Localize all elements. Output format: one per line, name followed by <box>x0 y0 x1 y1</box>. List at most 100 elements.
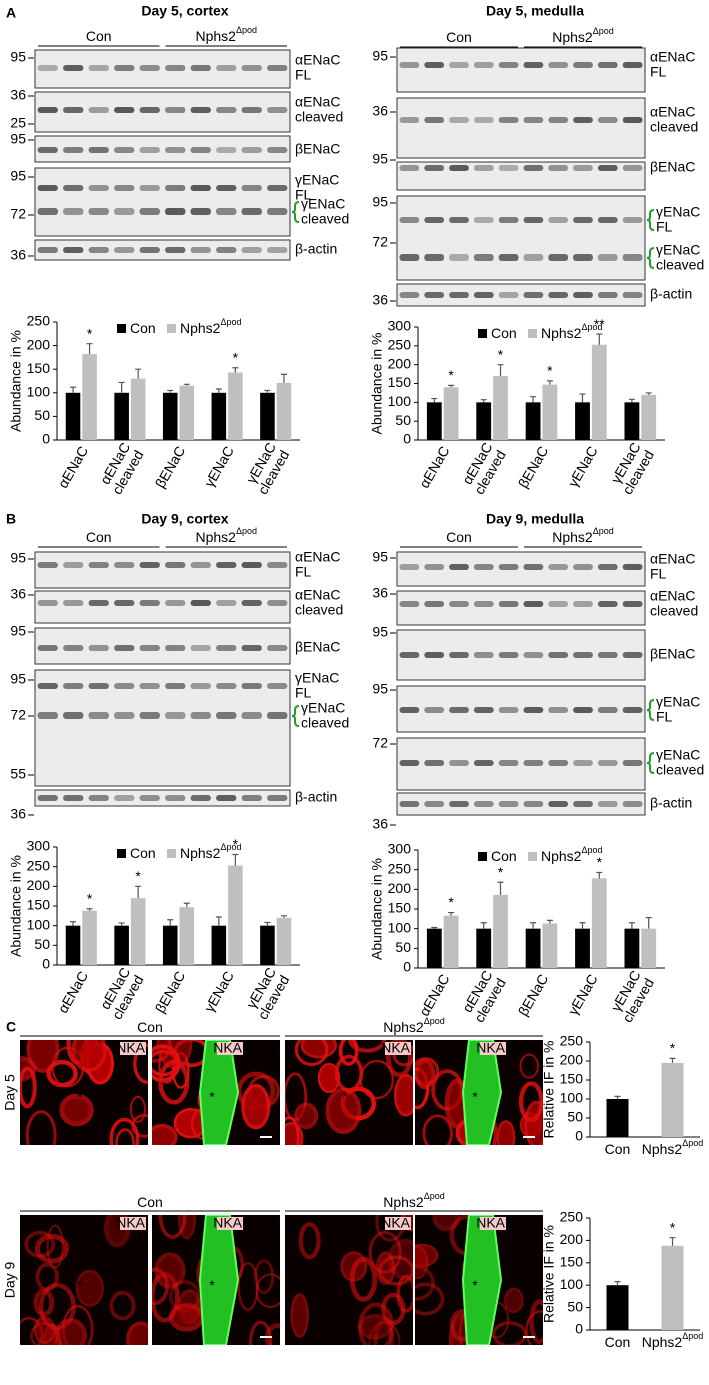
name-superscript: Δpod <box>682 1138 703 1148</box>
error-bar <box>448 384 455 388</box>
y-tick-label: 150 <box>27 897 51 913</box>
protein-label: β-actin <box>295 789 337 805</box>
mw-marker: 72 <box>10 707 26 723</box>
bar <box>211 925 227 965</box>
blot-band <box>573 601 593 607</box>
protein-label: γENaC FL <box>295 171 339 202</box>
bar <box>641 928 657 968</box>
protein-label: β-actin <box>650 286 692 302</box>
blot-band <box>424 652 445 658</box>
blot-band <box>548 165 569 171</box>
y-tick-label: 150 <box>560 1071 584 1087</box>
blot-band <box>597 292 618 298</box>
mw-marker: 36 <box>10 247 26 263</box>
blot-band <box>88 107 109 113</box>
stain-tag: NKA <box>213 1040 242 1056</box>
blot-strip <box>34 551 291 589</box>
blot-band <box>449 217 469 223</box>
x-tick-label: αENaC <box>55 968 92 1015</box>
error-bar <box>118 381 125 393</box>
asterisk: * <box>342 1277 348 1293</box>
brace <box>646 699 655 721</box>
y-axis-label: Abundance in % <box>369 858 385 960</box>
tubule <box>26 1040 60 1073</box>
x-tick-label: γENaCcleaved <box>605 440 656 497</box>
tubule <box>54 1318 87 1345</box>
blot-band <box>424 292 445 298</box>
blot-band <box>399 601 420 607</box>
blot-band <box>548 801 569 807</box>
x-tick-label: αENaCcleaved <box>457 440 508 497</box>
bar <box>591 344 607 440</box>
error-bar <box>264 921 271 926</box>
blot-band <box>190 712 211 719</box>
x-tick-label: βENaC <box>515 443 552 490</box>
error-bar <box>70 386 77 393</box>
legend-swatch <box>528 329 537 338</box>
blot-band <box>139 107 160 113</box>
x-tick-label: γENaC <box>201 443 237 489</box>
bar <box>542 384 558 440</box>
tubule <box>396 1274 413 1313</box>
series-name: Con <box>446 29 472 45</box>
blot-band <box>573 652 593 658</box>
blot-band <box>548 292 569 298</box>
tubule <box>152 1049 180 1077</box>
blot-band <box>37 795 58 801</box>
y-tick-label: 250 <box>388 337 412 353</box>
aqp2-tubule <box>198 1215 240 1345</box>
panel-label: C <box>6 1019 16 1035</box>
tag-bg <box>217 1042 243 1055</box>
tubule <box>415 1243 439 1268</box>
bar <box>211 392 227 440</box>
blot-band <box>63 795 84 801</box>
blot-band <box>241 795 262 801</box>
blot-strip <box>396 195 646 281</box>
blot-band <box>399 652 420 658</box>
name-text: Con <box>130 845 156 861</box>
protein-label: αENaC cleaved <box>650 103 698 134</box>
blot-band <box>114 562 135 568</box>
blot-band <box>473 601 494 607</box>
blot-band <box>523 62 544 68</box>
blot-band <box>241 185 262 191</box>
blot-band <box>139 562 160 568</box>
bar <box>82 910 97 965</box>
error-bar <box>645 917 652 929</box>
mw-marker: 95 <box>372 549 388 565</box>
error-bar <box>232 853 239 866</box>
blot-band <box>37 562 58 568</box>
y-axis-label: Relative IF in % <box>541 1040 557 1138</box>
name-text: Con <box>605 1334 631 1350</box>
blot-band <box>37 185 58 191</box>
name-text: Con <box>446 29 472 45</box>
blot-band <box>267 645 288 651</box>
blot-band <box>37 65 58 71</box>
blot-band <box>449 760 469 766</box>
error-bar <box>215 916 222 926</box>
stain-tag: NKA <box>116 1215 145 1231</box>
blot-band <box>37 247 58 253</box>
blot-band <box>473 117 494 123</box>
blot-band <box>63 600 84 606</box>
blot-band <box>548 254 569 261</box>
blot-band <box>473 292 494 298</box>
y-tick-label: 200 <box>560 1052 584 1068</box>
error-bar <box>579 393 586 403</box>
blot-band <box>165 185 186 191</box>
y-tick-label: 150 <box>27 360 51 376</box>
bar <box>65 392 81 440</box>
blot-band <box>473 62 494 68</box>
blot-band <box>399 254 420 261</box>
blot-band <box>88 208 109 215</box>
series-name: Nphs2Δpod <box>642 1331 704 1349</box>
blot-band <box>88 645 109 651</box>
name-superscript: Δpod <box>581 322 602 332</box>
blot-band <box>165 795 186 801</box>
blot-band <box>139 712 160 719</box>
mw-marker: 95 <box>372 48 388 64</box>
blot-band <box>63 562 84 568</box>
blot-band <box>424 217 445 223</box>
tag-bg <box>385 1217 411 1230</box>
legend-swatch <box>478 852 487 861</box>
